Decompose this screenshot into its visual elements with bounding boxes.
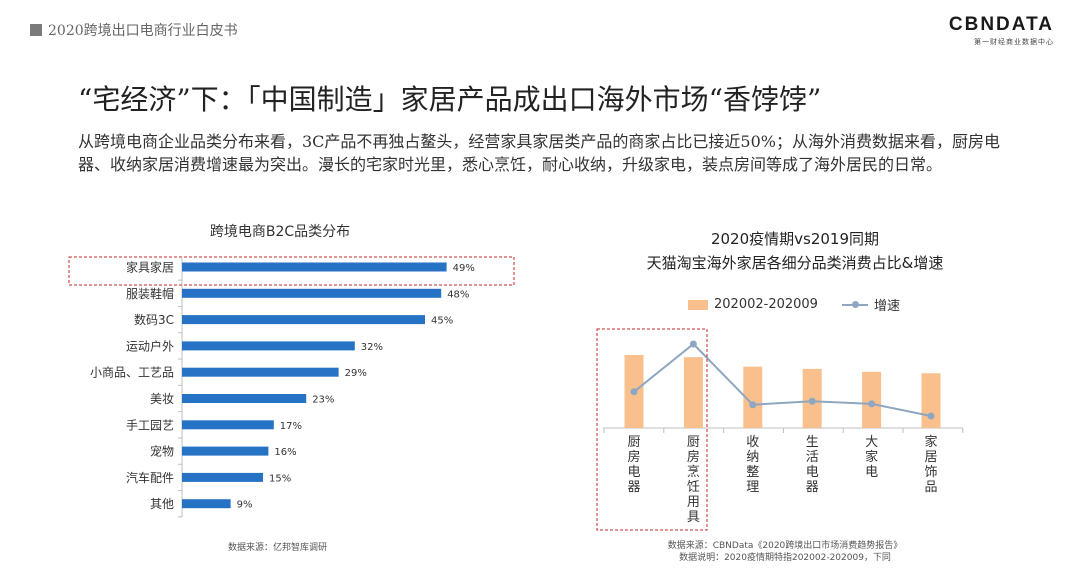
category-label-char: 厨 [627,435,640,450]
bar [182,288,442,298]
intro-paragraph: 从跨境电商企业品类分布来看，3C产品不再独占鳌头，经营家具家居类产品的商家占比已… [78,132,1000,174]
bar [182,262,447,272]
bar [182,315,425,325]
category-label-char: 器 [627,480,640,495]
category-label: 服装鞋帽 [126,286,174,301]
bar [182,420,274,430]
category-label-char: 厨 [687,435,700,450]
category-label: 家具家居 [126,260,174,275]
bar [743,366,763,428]
category-label-char: 纳 [746,450,759,465]
category-label-char: 电 [806,465,819,480]
category-label-char: 品 [924,480,937,495]
data-label: 29% [345,368,367,379]
category-label-char: 饰 [924,465,937,480]
category-label: 宠物 [150,444,174,459]
category-label: 其他 [150,497,174,511]
data-label: 17% [280,421,302,432]
category-label-char: 居 [924,450,937,465]
header-square-icon [30,24,42,36]
bar [182,446,269,456]
logo-subtitle: 第一财经商业数据中心 [974,38,1054,46]
logo: CBNDATA 第一财经商业数据中心 [949,14,1054,47]
category-label-char: 电 [865,465,878,480]
data-label: 45% [431,316,453,327]
highlight-box-right [596,328,708,531]
page-title: “宅经济”下：「中国制造」家居产品成出口海外市场“香饽饽” [78,83,822,116]
document-title: 2020跨境出口电商行业白皮书 [48,23,238,39]
growth-point [808,397,816,405]
category-label-char: 饪 [687,480,700,495]
right-source-line-1: 数据来源：CBNData《2020跨境出口市场消费趋势报告》 [667,541,903,551]
logo-text: CBNDATA [948,14,1054,35]
category-label-char: 烹 [687,465,700,480]
data-label: 32% [361,342,383,353]
category-label-char: 房 [687,449,700,465]
category-label-char: 用 [687,495,700,510]
data-label: 49% [453,263,475,274]
category-label: 数码3C [134,312,174,327]
category-label-char: 大 [865,435,878,450]
bar [862,371,882,428]
category-label-char: 生 [806,435,819,450]
left-chart-title: 跨境电商B2C品类分布 [209,224,351,240]
right-source-line-2: 数据说明：2020疫情期特指202002-202009，下同 [679,553,891,563]
category-label: 小商品、工艺品 [90,365,174,380]
category-label-char: 家 [924,434,937,450]
legend-line-swatch [841,300,868,308]
category-label-char: 房 [627,449,640,465]
growth-point [630,388,638,396]
legend-line-label: 增速 [873,299,900,314]
category-label-char: 家 [865,449,878,465]
bar [182,472,263,482]
bar [182,341,355,351]
category-label-char: 活 [806,450,819,465]
growth-line [633,342,932,417]
data-label: 9% [237,500,253,511]
category-label-char: 理 [746,480,759,495]
right-chart-legend: 202002-202009 增速 [688,295,900,314]
data-label: 15% [269,473,291,484]
category-label-char: 整 [746,465,759,480]
right-chart-title: 2020疫情期vs2019同期 [710,230,880,248]
bar [182,394,307,403]
category-label: 手工园艺 [126,418,174,432]
bar [182,499,231,509]
growth-point [868,400,876,408]
bar [182,367,339,377]
bar [683,357,703,428]
category-label-char: 电 [627,465,640,480]
growth-point [689,340,697,348]
bar [921,373,941,428]
category-label: 美妆 [150,392,174,406]
legend-bar-label: 202002-202009 [714,297,818,312]
category-label-char: 具 [687,510,700,525]
growth-point [927,412,935,420]
category-label-char: 收 [746,435,759,450]
legend-bar-swatch [688,299,708,310]
category-label-char: 器 [806,480,819,495]
highlight-box-left [68,256,515,286]
category-label: 汽车配件 [126,470,174,485]
right-chart-subtitle: 天猫淘宝海外家居各细分品类消费占比&增速 [646,254,944,272]
category-label: 运动户外 [126,338,174,353]
data-label: 23% [312,395,334,406]
growth-point [749,401,757,409]
right-chart-source: 数据来源：CBNData《2020跨境出口市场消费趋势报告》 数据说明：2020… [600,540,970,564]
left-chart-source: 数据来源：亿邦智库调研 [228,543,328,553]
data-label: 16% [274,447,296,458]
data-label: 48% [447,289,469,300]
